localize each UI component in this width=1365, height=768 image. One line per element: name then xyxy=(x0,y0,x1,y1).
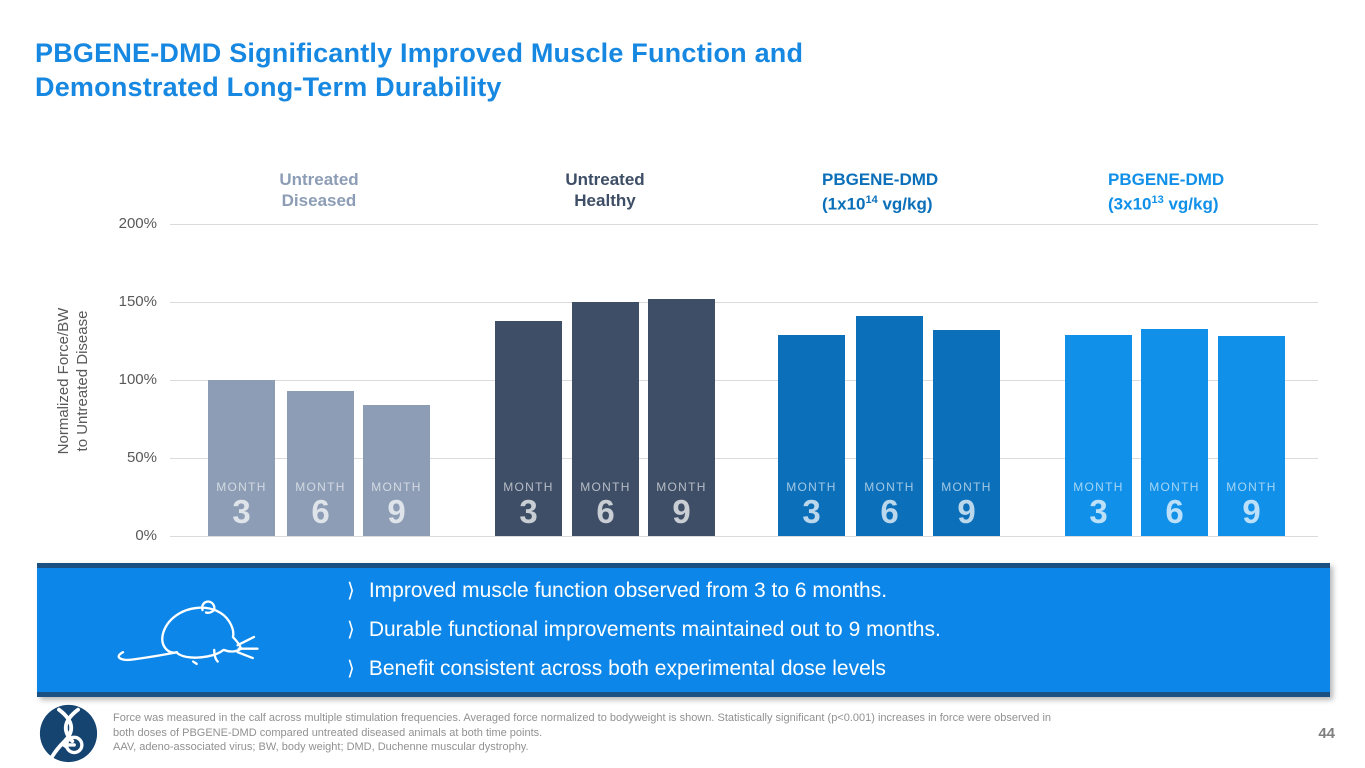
bullet-item-2: ⟩ Durable functional improvements maintai… xyxy=(347,615,941,645)
bar-month-number: 6 xyxy=(596,493,615,530)
y-tick-label: 100% xyxy=(118,371,157,388)
bar-month-word: MONTH xyxy=(371,479,422,494)
bar-month-number: 6 xyxy=(880,492,899,530)
bar-group2-month3: MONTH 3 xyxy=(495,320,562,536)
bar-group1-month3: MONTH 3 xyxy=(208,380,275,536)
bar-month-number: 3 xyxy=(802,492,821,530)
key-findings-callout: ⟩ Improved muscle function observed from … xyxy=(37,563,1330,697)
bullet-text: Benefit consistent across both experimen… xyxy=(368,657,886,680)
gridline-50% xyxy=(170,458,1318,459)
bar-group3-month3: MONTH 3 xyxy=(778,334,845,536)
bar-group3-month9: MONTH 9 xyxy=(933,330,1000,536)
bar-group4-month6: MONTH 6 xyxy=(1141,328,1208,536)
group-label-line2: (1x1014 vg/kg) xyxy=(822,194,933,214)
y-tick-label: 150% xyxy=(118,293,157,310)
bar-group2-month9: MONTH 9 xyxy=(648,298,715,536)
bullet-text: Improved muscle function observed from 3… xyxy=(368,579,888,602)
group-label-line2: (3x1013 vg/kg) xyxy=(1108,194,1219,214)
footnote: Force was measured in the calf across mu… xyxy=(113,711,1263,755)
bar-month-word: MONTH xyxy=(1073,479,1124,494)
bar-group1-month9: MONTH 9 xyxy=(363,404,430,536)
bullet-item-3: ⟩ Benefit consistent across both experime… xyxy=(347,654,941,684)
bar-month-word: MONTH xyxy=(503,479,554,494)
y-tick-label: 200% xyxy=(118,215,157,232)
mouse-icon-wrap xyxy=(37,593,347,667)
group-label-line1: PBGENE-DMD xyxy=(1108,170,1225,189)
gridline-150% xyxy=(170,302,1318,303)
bar-month-number: 9 xyxy=(387,492,406,530)
bullet-text: Durable functional improvements maintain… xyxy=(368,618,941,641)
bar-month-word: MONTH xyxy=(216,480,267,494)
slide-title-line2: Demonstrated Long-Term Durability xyxy=(35,72,502,102)
bar-month-number: 3 xyxy=(519,492,538,530)
group-label-line1: PBGENE-DMD xyxy=(822,170,939,189)
group-label: PBGENE-DMD (3x1013 vg/kg) xyxy=(1108,169,1338,215)
gridline-0% xyxy=(170,536,1318,537)
group-label-line1: Untreated xyxy=(565,170,645,189)
y-tick-label: 0% xyxy=(135,527,157,544)
slide-title: PBGENE-DMD Significantly Improved Muscle… xyxy=(35,36,995,104)
bar-group4-month3: MONTH 3 xyxy=(1065,334,1132,536)
bar-month-word: MONTH xyxy=(1226,479,1277,494)
bar-month-word: MONTH xyxy=(786,479,837,494)
bar-month-number: 3 xyxy=(1089,492,1108,530)
bar-month-word: MONTH xyxy=(580,480,631,494)
bar-month-number: 6 xyxy=(1165,492,1184,530)
bullet-item-1: ⟩ Improved muscle function observed from … xyxy=(347,576,941,606)
company-logo-icon xyxy=(39,704,98,763)
bar-month-word: MONTH xyxy=(941,479,992,494)
footnote-line1: Force was measured in the calf across mu… xyxy=(113,712,1052,724)
chevron-bullet-icon: ⟩ xyxy=(347,619,355,641)
bar-month-word: MONTH xyxy=(295,479,346,494)
bar-month-number: 6 xyxy=(311,492,330,530)
bullet-list: ⟩ Improved muscle function observed from … xyxy=(347,576,941,684)
bar-month-number: 9 xyxy=(957,492,976,530)
bar-month-number: 3 xyxy=(232,493,251,530)
bar-group2-month6: MONTH 6 xyxy=(572,302,639,536)
bar-group3-month6: MONTH 6 xyxy=(856,316,923,536)
bar-month-number: 9 xyxy=(1242,492,1261,530)
group-label: Untreated Healthy xyxy=(490,169,720,211)
bar-month-word: MONTH xyxy=(656,479,707,494)
slide-title-line1: PBGENE-DMD Significantly Improved Muscle… xyxy=(35,38,804,68)
group-label-line1: Untreated xyxy=(279,170,359,189)
bar-group1-month6: MONTH 6 xyxy=(287,390,354,536)
group-label: Untreated Diseased xyxy=(204,169,434,211)
group-label-line2: Diseased xyxy=(281,191,357,210)
gridline-200% xyxy=(170,224,1318,225)
bar-month-word: MONTH xyxy=(864,479,915,494)
bar-month-number: 9 xyxy=(672,492,691,530)
group-label: PBGENE-DMD (1x1014 vg/kg) xyxy=(822,169,1052,215)
bar-month-word: MONTH xyxy=(1149,479,1200,494)
y-tick-label: 50% xyxy=(126,449,157,466)
chevron-bullet-icon: ⟩ xyxy=(347,658,355,680)
page-number: 44 xyxy=(1318,725,1335,742)
group-label-line2: Healthy xyxy=(574,191,636,210)
bar-group4-month9: MONTH 9 xyxy=(1218,336,1285,536)
footnote-line3: AAV, adeno-associated virus; BW, body we… xyxy=(113,741,529,753)
mouse-icon xyxy=(117,600,259,666)
footnote-line2: both doses of PBGENE-DMD compared untrea… xyxy=(113,726,543,739)
gridline-100% xyxy=(170,380,1318,381)
chevron-bullet-icon: ⟩ xyxy=(347,580,355,602)
company-logo xyxy=(38,703,99,768)
